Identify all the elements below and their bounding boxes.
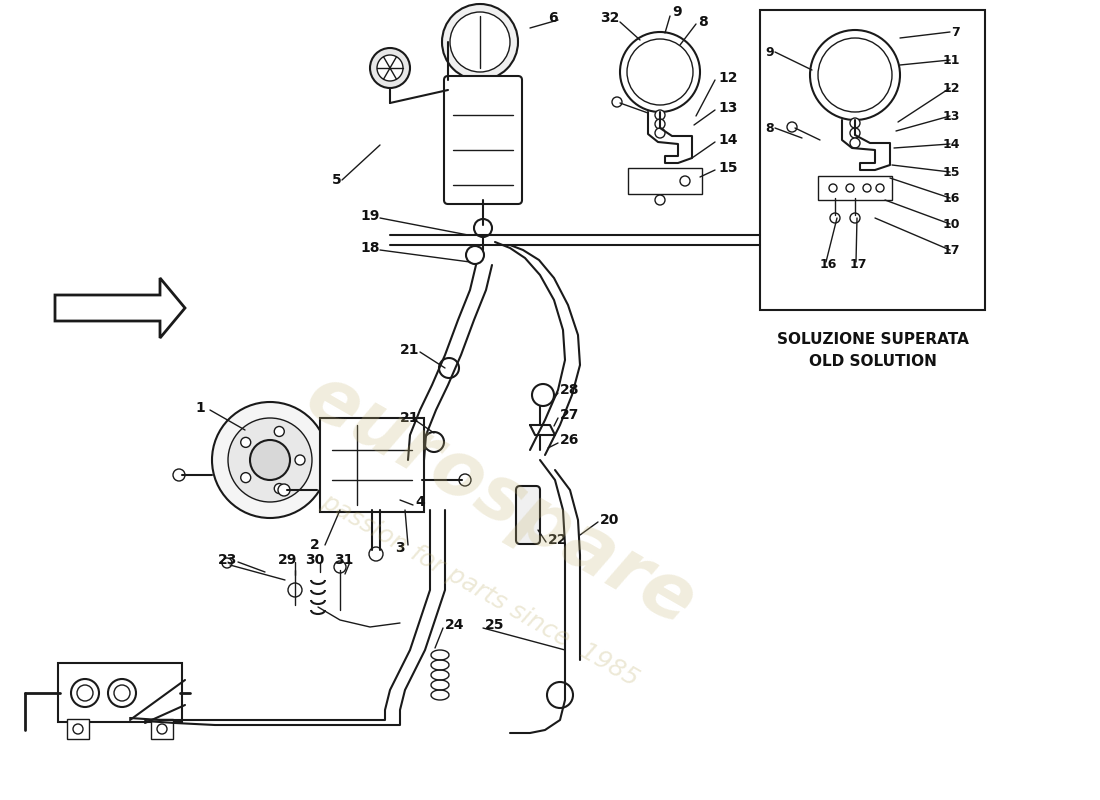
Bar xyxy=(760,10,984,310)
Text: 5: 5 xyxy=(332,173,342,187)
FancyBboxPatch shape xyxy=(58,663,182,722)
Text: 20: 20 xyxy=(600,513,619,527)
Circle shape xyxy=(474,219,492,237)
Circle shape xyxy=(241,438,251,447)
Text: 13: 13 xyxy=(943,110,960,122)
Circle shape xyxy=(278,484,290,496)
Circle shape xyxy=(466,246,484,264)
Text: 13: 13 xyxy=(718,101,737,115)
Circle shape xyxy=(295,455,305,465)
Circle shape xyxy=(654,110,666,120)
FancyBboxPatch shape xyxy=(320,418,424,512)
Circle shape xyxy=(654,128,666,138)
Text: 17: 17 xyxy=(850,258,868,271)
FancyBboxPatch shape xyxy=(151,719,173,739)
Circle shape xyxy=(459,474,471,486)
Text: 16: 16 xyxy=(820,258,837,271)
Text: OLD SOLUTION: OLD SOLUTION xyxy=(808,354,936,369)
Circle shape xyxy=(850,128,860,138)
Text: 26: 26 xyxy=(560,433,580,447)
Circle shape xyxy=(274,426,284,437)
Text: SOLUZIONE SUPERATA: SOLUZIONE SUPERATA xyxy=(777,332,968,347)
Text: 15: 15 xyxy=(718,161,737,175)
Circle shape xyxy=(532,384,554,406)
Circle shape xyxy=(424,432,444,452)
FancyBboxPatch shape xyxy=(818,176,892,200)
Circle shape xyxy=(288,583,302,597)
Text: 15: 15 xyxy=(943,166,960,178)
Circle shape xyxy=(450,12,510,72)
Circle shape xyxy=(786,122,798,132)
Text: 11: 11 xyxy=(943,54,960,66)
Text: 8: 8 xyxy=(764,122,773,134)
Text: 12: 12 xyxy=(943,82,960,94)
Text: 7: 7 xyxy=(952,26,960,38)
FancyBboxPatch shape xyxy=(444,76,522,204)
Text: 21: 21 xyxy=(400,343,419,357)
Text: 31: 31 xyxy=(334,553,353,567)
Circle shape xyxy=(250,440,290,480)
Text: 32: 32 xyxy=(600,11,619,25)
Text: 10: 10 xyxy=(943,218,960,230)
Text: 22: 22 xyxy=(548,533,568,547)
FancyBboxPatch shape xyxy=(628,168,702,194)
Text: 28: 28 xyxy=(560,383,580,397)
Text: 12: 12 xyxy=(718,71,737,85)
Circle shape xyxy=(377,55,403,81)
Text: 8: 8 xyxy=(698,15,707,29)
Text: 2: 2 xyxy=(310,538,320,552)
Circle shape xyxy=(654,119,666,129)
Text: 17: 17 xyxy=(943,243,960,257)
Text: eurospare: eurospare xyxy=(293,358,707,642)
Circle shape xyxy=(334,561,346,573)
Circle shape xyxy=(274,483,284,494)
FancyBboxPatch shape xyxy=(67,719,89,739)
Circle shape xyxy=(241,473,251,482)
Circle shape xyxy=(370,48,410,88)
Text: 9: 9 xyxy=(672,5,682,19)
Text: 16: 16 xyxy=(943,191,960,205)
Text: 6: 6 xyxy=(548,11,558,25)
Text: 1: 1 xyxy=(195,401,205,415)
Circle shape xyxy=(222,558,232,568)
Circle shape xyxy=(228,418,312,502)
Text: 21: 21 xyxy=(400,411,419,425)
Text: 14: 14 xyxy=(718,133,737,147)
Circle shape xyxy=(612,97,621,107)
Text: 9: 9 xyxy=(764,46,773,58)
Circle shape xyxy=(212,402,328,518)
Circle shape xyxy=(830,213,840,223)
Text: 3: 3 xyxy=(395,541,405,555)
Text: 24: 24 xyxy=(446,618,464,632)
Circle shape xyxy=(173,469,185,481)
Text: 18: 18 xyxy=(360,241,379,255)
Text: passion for parts since  1985: passion for parts since 1985 xyxy=(317,489,642,691)
Text: 14: 14 xyxy=(943,138,960,150)
Text: 25: 25 xyxy=(485,618,505,632)
Text: 19: 19 xyxy=(360,209,379,223)
Circle shape xyxy=(547,682,573,708)
Text: 29: 29 xyxy=(278,553,297,567)
Polygon shape xyxy=(55,278,185,338)
FancyBboxPatch shape xyxy=(516,486,540,544)
Text: 23: 23 xyxy=(218,553,238,567)
Circle shape xyxy=(850,118,860,128)
Circle shape xyxy=(850,138,860,148)
Circle shape xyxy=(368,547,383,561)
Text: 27: 27 xyxy=(560,408,580,422)
Text: 4: 4 xyxy=(415,495,425,509)
Circle shape xyxy=(850,213,860,223)
Text: 30: 30 xyxy=(305,553,324,567)
Circle shape xyxy=(442,4,518,80)
